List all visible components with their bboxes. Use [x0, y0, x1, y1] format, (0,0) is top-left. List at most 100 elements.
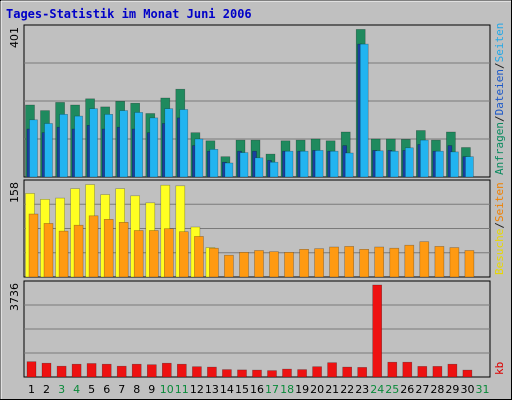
bar-seiten-day-2	[44, 123, 53, 178]
bar-seiten-day-1	[29, 119, 38, 178]
bar-seiten-day-6	[104, 114, 113, 178]
bar-seiten-day-9	[149, 230, 159, 278]
bar-kb-day-2	[41, 362, 52, 378]
bar-seiten-day-10	[164, 108, 174, 178]
bar-seiten-day-24	[374, 150, 384, 178]
bar-seiten-day-8	[133, 230, 144, 278]
bar-kb-day-15	[237, 369, 247, 378]
bar-seiten-day-21	[329, 150, 339, 178]
bar-kb-day-8	[131, 363, 142, 378]
bar-kb-day-6	[101, 363, 112, 378]
bar-seiten-day-20	[314, 150, 324, 178]
bar-seiten-day-20	[314, 248, 324, 278]
bar-seiten-day-25	[389, 150, 399, 178]
bar-seiten-day-19	[299, 249, 309, 278]
bar-seiten-day-6	[103, 219, 114, 278]
bar-kb-day-12	[192, 366, 202, 378]
bar-kb-day-21	[327, 362, 337, 378]
ymax-label: 401	[8, 27, 21, 48]
bar-seiten-day-27	[419, 139, 429, 178]
x-tick-label: 28	[430, 383, 444, 396]
chart-title: Tages-Statistik im Monat Juni 2006	[6, 7, 252, 21]
panel-3: 3736 kb	[8, 280, 506, 378]
bar-seiten-day-26	[404, 147, 414, 178]
side-legend: Besuche/Seiten	[493, 182, 506, 275]
x-tick-label: 15	[235, 383, 249, 396]
bar-seiten-day-25	[389, 247, 400, 278]
x-tick-label: 5	[88, 383, 95, 396]
x-tick-label: 8	[133, 383, 140, 396]
x-tick-label: 19	[295, 383, 309, 396]
x-tick-label: 31	[476, 383, 490, 396]
x-tick-label: 24	[370, 383, 384, 396]
bar-kb-day-5	[86, 363, 97, 378]
bar-seiten-day-5	[88, 215, 99, 278]
bar-seiten-day-22	[344, 152, 354, 178]
ymax-label: 3736	[8, 283, 21, 311]
legend-entry: /	[493, 222, 506, 229]
bar-seiten-day-7	[119, 110, 128, 178]
bar-seiten-day-17	[269, 251, 279, 278]
legend-entry: Dateien	[493, 69, 506, 115]
bar-seiten-day-3	[59, 114, 68, 178]
bar-kb-day-19	[297, 369, 307, 378]
bar-seiten-day-9	[149, 117, 159, 178]
x-tick-label: 23	[355, 383, 369, 396]
bar-kb-day-29	[447, 363, 458, 378]
bar-kb-day-14	[222, 369, 232, 378]
bar-kb-day-22	[342, 366, 353, 378]
bar-kb-day-17	[267, 370, 277, 378]
x-tick-label: 16	[250, 383, 264, 396]
legend-entry: Anfragen	[493, 122, 506, 175]
bar-seiten-day-16	[254, 157, 264, 178]
bar-kb-day-25	[387, 361, 398, 378]
bar-seiten-day-12	[194, 236, 204, 278]
bar-seiten-day-26	[404, 244, 415, 278]
bar-kb-day-11	[177, 363, 187, 378]
bar-seiten-day-7	[118, 222, 129, 278]
bar-kb-day-16	[252, 369, 262, 378]
side-legend: kb	[493, 362, 506, 375]
bar-seiten-day-4	[73, 224, 84, 278]
bar-kb-day-28	[432, 366, 443, 378]
bar-seiten-day-11	[179, 109, 189, 178]
bar-kb-day-3	[56, 365, 67, 378]
x-tick-label: 27	[415, 383, 429, 396]
bar-kb-day-18	[282, 368, 292, 378]
legend-entry: /	[493, 115, 506, 122]
bar-seiten-day-13	[209, 247, 219, 278]
bar-seiten-day-29	[449, 247, 460, 278]
bar-seiten-day-21	[329, 246, 339, 278]
bar-kb-day-9	[147, 364, 157, 378]
bar-seiten-day-18	[284, 150, 294, 178]
bar-kb-day-26	[402, 361, 413, 378]
x-tick-label: 7	[118, 383, 125, 396]
bar-seiten-day-18	[284, 252, 294, 278]
x-tick-label: 6	[103, 383, 110, 396]
bar-seiten-day-22	[344, 246, 355, 278]
bar-kb-day-27	[417, 366, 428, 378]
x-tick-label: 3	[58, 383, 65, 396]
x-tick-label: 14	[220, 383, 234, 396]
bar-kb-day-30	[462, 369, 473, 378]
bar-kb-day-1	[26, 361, 37, 378]
bar-seiten-day-15	[239, 152, 249, 178]
bar-kb-day-4	[71, 363, 82, 378]
x-tick-label: 12	[190, 383, 204, 396]
bar-seiten-day-11	[179, 231, 189, 278]
bar-seiten-day-10	[164, 228, 174, 278]
bar-seiten-day-27	[419, 241, 430, 278]
bar-seiten-day-1	[28, 213, 39, 278]
x-tick-label: 20	[310, 383, 324, 396]
bar-seiten-day-15	[239, 252, 249, 278]
bar-seiten-day-14	[224, 162, 234, 178]
bar-seiten-day-3	[58, 230, 69, 278]
legend-entry: /	[493, 62, 506, 69]
x-tick-label: 22	[340, 383, 354, 396]
legend-entry: Seiten	[493, 182, 506, 222]
x-tick-label: 18	[280, 383, 294, 396]
x-tick-label: 29	[445, 383, 459, 396]
bar-kb-day-7	[116, 365, 127, 378]
